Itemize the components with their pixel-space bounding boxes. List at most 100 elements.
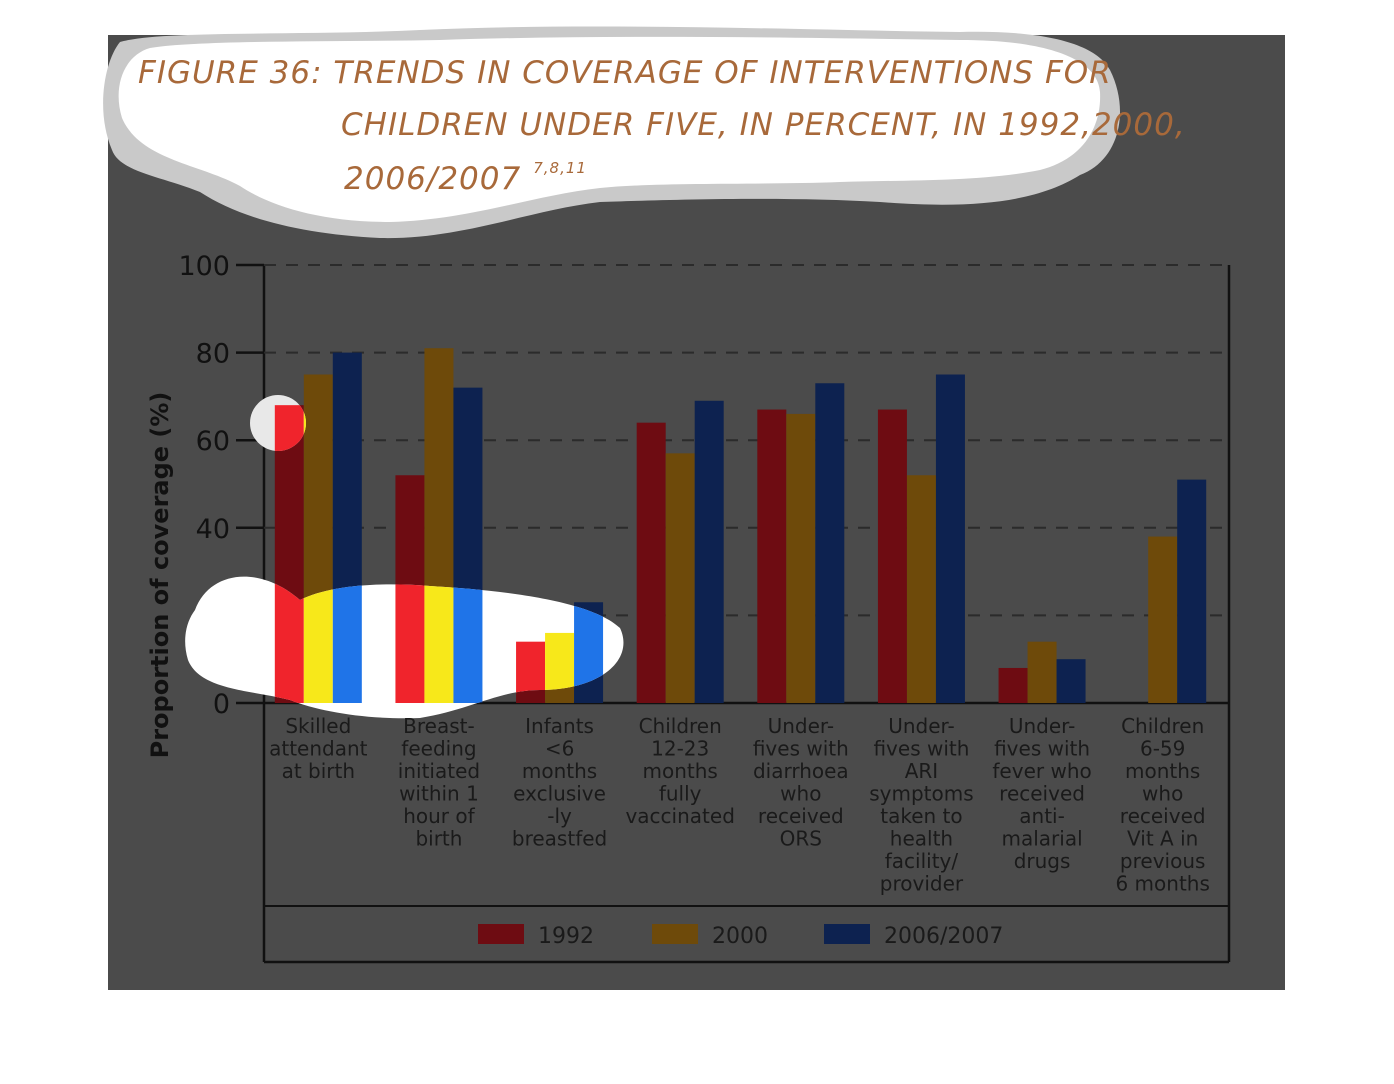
- x-category-label: Breast-feeding initiated within 1 hour of bi…: [398, 714, 480, 851]
- plot-frame: [262, 265, 1231, 964]
- x-category-label-line: months: [1125, 759, 1200, 783]
- x-category-label: Under-fives with ARI symptoms taken to healt…: [869, 714, 973, 896]
- legend-label: 2000: [712, 924, 768, 949]
- bar-highlight-2000: [303, 395, 306, 451]
- x-category-label-line: received: [999, 782, 1085, 806]
- x-category-label-line: Under-: [888, 714, 954, 738]
- bar-2000: [786, 413, 816, 703]
- x-category-label-line: provider: [880, 872, 964, 896]
- x-axis-labels: Skilled attendant at birth Breast-feeding in…: [269, 714, 1210, 896]
- x-category-label-line: health: [890, 827, 953, 851]
- x-category-label-line: fully: [659, 782, 702, 806]
- legend-swatch: [824, 924, 870, 944]
- bar-2006-2007: [1056, 659, 1086, 703]
- y-tick-label: 0: [213, 689, 230, 720]
- x-category-label: Children 12-23 months fully vaccinated: [625, 714, 734, 828]
- x-category-label-line: Under-: [1009, 714, 1075, 738]
- x-category-label-line: months: [643, 759, 718, 783]
- x-category-label-line: previous: [1120, 849, 1206, 873]
- x-category-label-line: Breast-: [403, 714, 475, 738]
- x-category-label-line: Under-: [768, 714, 834, 738]
- x-category-label-line: anti-: [1019, 804, 1065, 828]
- x-category-label-line: 6-59: [1140, 737, 1185, 761]
- x-category-label-line: within 1: [399, 782, 479, 806]
- x-category-label-line: Skilled: [285, 714, 351, 738]
- x-category-label-line: <6: [545, 737, 574, 761]
- x-category-label-line: Children: [1121, 714, 1204, 738]
- x-category-label: Children 6-59 months who received Vit A in pre…: [1115, 714, 1209, 896]
- bar-highlight-1992: [395, 576, 425, 703]
- bar-2000: [1027, 641, 1057, 703]
- bar-2006-2007: [815, 383, 845, 703]
- x-category-label-line: malarial: [1001, 827, 1082, 851]
- bar-2006-2007: [694, 400, 724, 703]
- bar-highlight-2006-2007: [453, 576, 483, 703]
- x-category-label-line: vaccinated: [625, 804, 734, 828]
- y-axis-title: Proportion of coverage (%): [146, 392, 174, 759]
- x-category-label-line: received: [758, 804, 844, 828]
- x-category-label-line: Infants: [525, 714, 594, 738]
- bar-1992: [998, 667, 1028, 703]
- x-category-label: Under-fives with diarrhoea who received ORS: [753, 714, 849, 851]
- x-category-label-line: fives with: [873, 737, 969, 761]
- y-tick-label: 40: [196, 514, 230, 545]
- legend-swatch: [652, 924, 698, 944]
- bar-2000: [1148, 536, 1178, 703]
- x-category-label-line: Vit A in: [1127, 827, 1198, 851]
- x-category-label: Skilled attendant at birth: [269, 714, 368, 783]
- bar-highlight-2000: [424, 576, 454, 703]
- x-category-label-line: 6 months: [1115, 872, 1209, 896]
- x-category-label-line: fever who: [992, 759, 1091, 783]
- title-line-3: 2006/2007 7,8,11: [344, 159, 587, 197]
- x-category-label-line: exclusive: [513, 782, 606, 806]
- x-category-label-line: ORS: [780, 827, 822, 851]
- x-category-label-line: fives with: [753, 737, 849, 761]
- x-category-label: Infants <6 months exclusive -ly breastfed: [512, 714, 607, 851]
- title-cloud: [103, 26, 1120, 239]
- bar-highlight-2000: [303, 576, 333, 703]
- bar-1992: [877, 409, 907, 703]
- bar-1992: [636, 422, 666, 703]
- title-line-3-text: 2006/2007: [344, 161, 521, 197]
- x-category-label-line: feeding: [401, 737, 476, 761]
- legend-label: 1992: [538, 924, 594, 949]
- x-category-label-line: months: [522, 759, 597, 783]
- bar-2006-2007: [935, 374, 965, 703]
- x-category-label-line: drugs: [1014, 849, 1071, 873]
- x-category-label: Under-fives with fever who received anti-ma…: [992, 714, 1091, 873]
- x-category-label-line: facility/: [885, 849, 959, 873]
- x-category-label-line: taken to: [880, 804, 962, 828]
- x-category-label-line: initiated: [398, 759, 480, 783]
- title-line-1: FIGURE 36: TRENDS IN COVERAGE OF INTERVE…: [138, 55, 1112, 91]
- x-category-label-line: symptoms: [869, 782, 973, 806]
- legend-label: 2006/2007: [884, 924, 1003, 949]
- x-category-label-line: at birth: [282, 759, 355, 783]
- title-superscript: 7,8,11: [533, 159, 587, 177]
- x-category-label-line: who: [780, 782, 821, 806]
- x-category-label-line: received: [1120, 804, 1206, 828]
- highlight-spot: [250, 395, 306, 451]
- bar-2000: [665, 453, 695, 703]
- x-category-label-line: diarrhoea: [753, 759, 849, 783]
- x-category-label-line: hour of: [403, 804, 475, 828]
- legend: 1992 2000 2006/2007: [478, 924, 1003, 949]
- bar-highlight-2006-2007: [332, 576, 362, 703]
- x-category-label-line: 12-23: [651, 737, 709, 761]
- bar-2000: [906, 475, 936, 703]
- y-tick-label: 80: [196, 339, 230, 370]
- bar-2006-2007: [1177, 479, 1207, 703]
- x-category-label-line: Children: [639, 714, 722, 738]
- bars: [274, 348, 1207, 703]
- bar-1992: [757, 409, 787, 703]
- title-line-2: CHILDREN UNDER FIVE, IN PERCENT, IN 1992…: [341, 107, 1186, 143]
- x-category-label-line: fives with: [994, 737, 1090, 761]
- y-tick-label: 60: [196, 426, 230, 457]
- x-category-label-line: who: [1142, 782, 1183, 806]
- legend-swatch: [478, 924, 524, 944]
- x-category-label-line: attendant: [269, 737, 368, 761]
- x-category-label-line: -ly: [547, 804, 572, 828]
- x-category-label-line: birth: [415, 827, 462, 851]
- x-category-label-line: breastfed: [512, 827, 607, 851]
- y-tick-label: 100: [178, 251, 230, 282]
